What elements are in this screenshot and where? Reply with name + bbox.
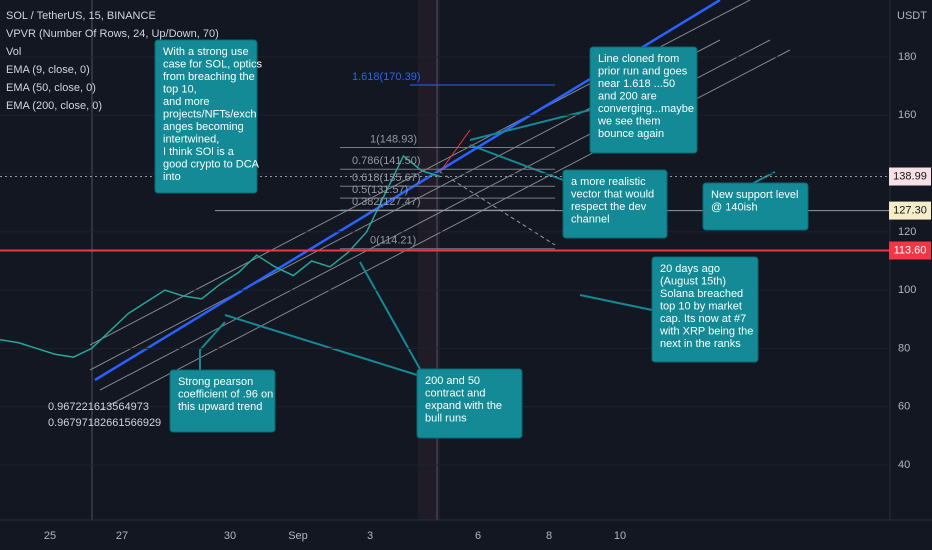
fib-label: 1(148.93) — [370, 133, 417, 145]
y-tick-label: 80 — [898, 342, 910, 354]
annotation-text: next in the ranks — [660, 338, 741, 350]
annotation-box — [169, 369, 276, 433]
y-tick-label: 180 — [898, 51, 916, 63]
y-tick-label: 120 — [898, 226, 916, 238]
legend-line: EMA (200, close, 0) — [6, 100, 102, 112]
annotation-text: bounce again — [598, 128, 664, 140]
annotation: New support level@ 140ish — [702, 182, 809, 231]
annotation-box — [562, 169, 668, 239]
price-tag — [889, 201, 931, 220]
annotation-text: and more — [163, 96, 209, 108]
annotation-text: @ 140ish — [711, 201, 758, 213]
annotation-text: expand with the — [425, 400, 502, 412]
x-tick-label: 30 — [224, 530, 236, 542]
annotation-text: anges becoming — [163, 121, 244, 133]
fib-label: 0.786(141.50) — [352, 155, 421, 167]
annotation-text: with XRP being the — [659, 325, 753, 337]
pointer — [579, 294, 653, 311]
annotation-text: good crypto to DCA — [163, 158, 260, 170]
y-tick-label: 40 — [898, 459, 910, 471]
annotation-text: top 10, — [163, 83, 197, 95]
annotation-text: Strong pearson — [178, 376, 253, 388]
y-tick-label: 60 — [898, 401, 910, 413]
fib-label: 0.382(127.47) — [352, 196, 421, 208]
x-tick-label: 10 — [614, 530, 626, 542]
annotation-text: Solana breached — [660, 288, 743, 300]
legend-line: Vol — [6, 46, 21, 58]
fib-label: 0(114.21) — [370, 235, 416, 247]
annotation-text: intertwined, — [163, 133, 219, 145]
legend-line: VPVR (Number Of Rows, 24, Up/Down, 70) — [6, 28, 219, 40]
x-tick-label: 6 — [475, 530, 481, 542]
annotation-box — [416, 368, 523, 439]
annotation-box — [702, 182, 809, 231]
annotation-text: cap. Its now at #7 — [660, 313, 746, 325]
annotation-text: near 1.618 ...50 — [598, 78, 675, 90]
annotation-box — [651, 256, 759, 363]
annotation-text: (August 15th) — [660, 275, 726, 287]
annotation-text: case for SOL, optics — [163, 58, 263, 70]
x-tick-label: 25 — [44, 530, 56, 542]
annotation-text: prior run and goes — [598, 65, 688, 77]
pearson-coefficient: 0.96797182661566929 — [48, 417, 161, 429]
annotation-box — [154, 39, 258, 194]
projection-up — [439, 129, 471, 173]
annotation-text: this upward trend — [178, 401, 262, 413]
annotation-text: we see them — [597, 115, 660, 127]
legend-line: EMA (50, close, 0) — [6, 82, 96, 94]
fib-label: 0.5(131.57) — [352, 184, 408, 196]
pointer — [224, 314, 418, 376]
x-tick-label: 27 — [116, 530, 128, 542]
annotation-text: into — [163, 171, 181, 183]
price-line — [0, 154, 441, 358]
annotation-text: 20 days ago — [660, 263, 720, 275]
fib-label: 1.618(170.39) — [352, 71, 421, 83]
price-tag-label: 138.99 — [893, 170, 927, 182]
pointer — [359, 261, 421, 370]
y-tick-label: 160 — [898, 109, 916, 121]
annotation-text: a more realistic — [571, 176, 646, 188]
x-tick-label: Sep — [288, 530, 308, 542]
pearson-coefficient: 0.967221613564973 — [48, 401, 149, 413]
legend-line: EMA (9, close, 0) — [6, 64, 90, 76]
legend-line: SOL / TetherUS, 15, BINANCE — [6, 10, 156, 22]
annotation-text: projects/NFTs/exch — [163, 108, 257, 120]
annotation-text: bull runs — [425, 412, 467, 424]
annotation-text: from breaching the — [163, 71, 255, 83]
y-tick-label: 100 — [898, 284, 916, 296]
price-tag — [889, 241, 931, 260]
annotation-text: converging...maybe — [598, 103, 694, 115]
price-tag-label: 113.60 — [894, 244, 927, 256]
annotation-text: top 10 by market — [660, 300, 742, 312]
price-tag — [889, 167, 931, 186]
x-tick-label: 3 — [367, 530, 373, 542]
annotation-text: respect the dev — [571, 201, 647, 213]
annotation-text: I think SOl is a — [163, 146, 235, 158]
annotation-text: vector that would — [571, 188, 654, 200]
annotation-text: 200 and 50 — [425, 375, 480, 387]
annotation-text: Line cloned from — [598, 53, 679, 65]
annotation-text: channel — [571, 213, 610, 225]
annotation-text: With a strong use — [163, 46, 249, 58]
annotation-text: coefficient of .96 on — [178, 388, 273, 400]
price-tag-label: 127.30 — [893, 204, 927, 216]
projection — [439, 171, 556, 246]
annotation: 20 days ago(August 15th)Solana breachedt… — [651, 256, 759, 363]
axis-unit: USDT — [897, 10, 927, 22]
fib-label: 0.618(135.67) — [352, 172, 421, 184]
annotation-box — [589, 46, 698, 154]
annotation-text: and 200 are — [598, 90, 657, 102]
annotation-text: New support level — [711, 189, 798, 201]
pointer — [469, 144, 564, 181]
annotation-text: contract and — [425, 387, 486, 399]
x-tick-label: 8 — [546, 530, 552, 542]
